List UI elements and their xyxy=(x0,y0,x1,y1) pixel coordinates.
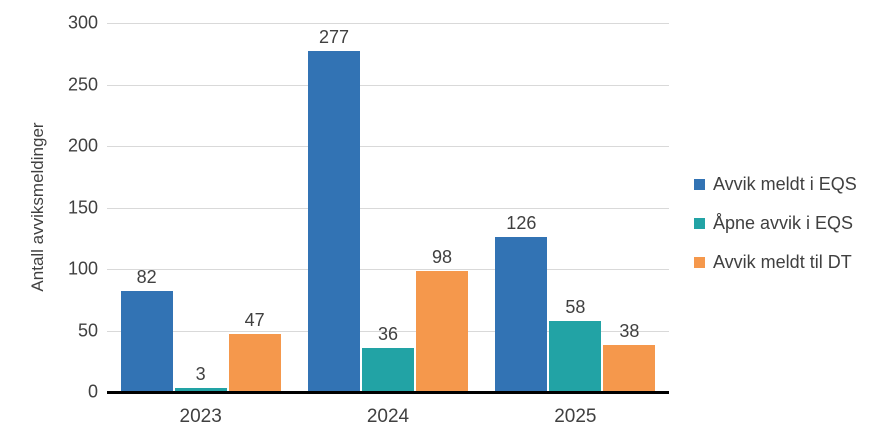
bar-value-label: 47 xyxy=(244,310,265,331)
bar-value-label: 38 xyxy=(619,321,640,342)
bar xyxy=(495,237,548,392)
legend: Avvik meldt i EQS Åpne avvik i EQS Avvik m… xyxy=(694,174,857,291)
x-tick-label: 2025 xyxy=(554,406,597,427)
legend-label: Avvik meldt i EQS xyxy=(713,174,857,194)
y-tick-label: 200 xyxy=(67,135,98,156)
gridline xyxy=(107,85,669,86)
y-tick-label: 150 xyxy=(67,197,98,217)
bar-value-label: 58 xyxy=(565,296,586,317)
legend-label: Åpne avvik i EQS xyxy=(713,213,854,233)
bar-value-label: 36 xyxy=(377,323,399,344)
bar-value-label: 3 xyxy=(195,364,206,385)
bar xyxy=(120,291,173,392)
x-tick-label: 2023 xyxy=(179,406,222,427)
bar xyxy=(308,51,360,392)
bar xyxy=(228,334,281,392)
bar xyxy=(362,347,414,392)
legend-swatch-icon xyxy=(694,218,705,229)
gridline xyxy=(107,146,669,147)
gridline xyxy=(107,331,669,332)
y-tick-label: 50 xyxy=(77,320,98,340)
legend-swatch-icon xyxy=(694,179,705,190)
x-tick-label: 2024 xyxy=(366,406,410,427)
y-tick-label: 300 xyxy=(67,12,98,33)
y-tick-label: 250 xyxy=(67,74,98,94)
bar-value-label: 277 xyxy=(318,27,350,48)
legend-label: Avvik meldt til DT xyxy=(713,252,852,272)
legend-swatch-icon xyxy=(694,257,705,268)
legend-item: Avvik meldt i EQS xyxy=(694,174,857,195)
x-axis-line xyxy=(107,391,669,394)
y-tick-label: 100 xyxy=(67,258,98,279)
bar xyxy=(416,271,468,392)
bar xyxy=(549,320,602,392)
legend-item: Åpne avvik i EQS xyxy=(694,213,857,234)
bar-value-label: 98 xyxy=(431,247,453,268)
gridline xyxy=(107,23,669,24)
gridline xyxy=(107,269,669,270)
bar-value-label: 126 xyxy=(506,213,537,234)
bar-value-label: 82 xyxy=(136,267,157,288)
bar xyxy=(603,345,656,392)
bar xyxy=(174,388,227,392)
y-tick-label: 0 xyxy=(87,381,98,402)
gridline xyxy=(107,208,669,209)
legend-item: Avvik meldt til DT xyxy=(694,252,857,273)
